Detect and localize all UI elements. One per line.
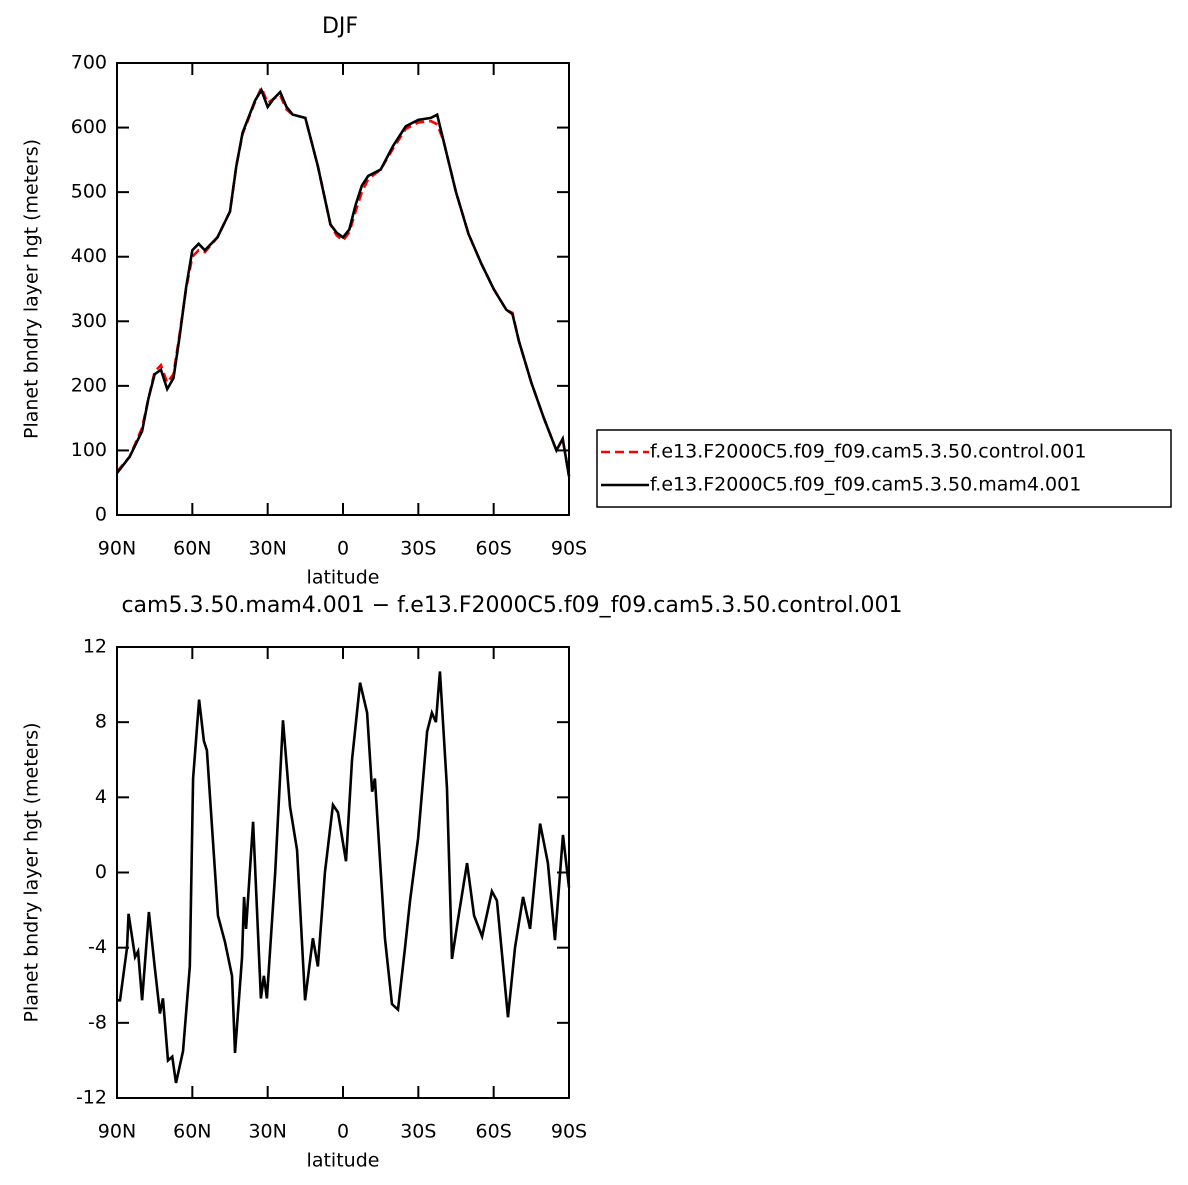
y-axis-label: Planet bndry layer hgt (meters) <box>21 722 43 1022</box>
x-axis-label: latitude <box>307 1150 380 1172</box>
plot-frame <box>116 62 570 516</box>
y-tick-label: 200 <box>71 374 107 396</box>
legend-box <box>596 429 1172 508</box>
data-line <box>115 87 571 477</box>
chart-title: cam5.3.50.mam4.001 − f.e13.F2000C5.f09_f… <box>121 593 902 618</box>
y-tick-label: -4 <box>88 936 107 958</box>
y-tick-label: 500 <box>71 181 107 203</box>
y-tick-label: 400 <box>71 245 107 267</box>
x-tick-label: 30S <box>400 538 436 560</box>
x-tick-label: 60N <box>173 538 211 560</box>
x-tick-label: 30N <box>248 538 286 560</box>
x-tick-label: 60S <box>476 1121 512 1143</box>
x-tick-label: 90N <box>98 1121 136 1143</box>
legend-label: f.e13.F2000C5.f09_f09.cam5.3.50.control.… <box>650 441 1086 463</box>
x-tick-label: 30N <box>248 1121 286 1143</box>
chart-title: DJF <box>322 14 358 39</box>
x-tick-label: 0 <box>337 538 349 560</box>
x-tick-label: 60S <box>476 538 512 560</box>
data-line <box>117 671 571 1084</box>
x-tick-label: 90S <box>551 1121 587 1143</box>
x-tick-label: 90S <box>551 538 587 560</box>
x-tick-label: 0 <box>337 1121 349 1143</box>
data-line <box>116 84 571 477</box>
y-tick-label: -8 <box>88 1011 107 1033</box>
y-axis-label: Planet bndry layer hgt (meters) <box>21 139 43 439</box>
legend-label: f.e13.F2000C5.f09_f09.cam5.3.50.mam4.001 <box>650 474 1081 496</box>
y-tick-label: 300 <box>71 310 107 332</box>
x-tick-label: 90N <box>98 538 136 560</box>
y-tick-label: 0 <box>95 861 107 883</box>
x-tick-label: 30S <box>400 1121 436 1143</box>
x-tick-label: 60N <box>173 1121 211 1143</box>
x-axis-label: latitude <box>307 567 380 589</box>
plot-frame <box>116 646 570 1099</box>
y-tick-label: 8 <box>95 711 107 733</box>
y-tick-label: 0 <box>95 504 107 526</box>
y-tick-label: 4 <box>95 786 107 808</box>
y-tick-label: 12 <box>83 636 107 658</box>
y-tick-label: 700 <box>71 52 107 74</box>
y-tick-label: -12 <box>76 1087 107 1109</box>
y-tick-label: 100 <box>71 439 107 461</box>
y-tick-label: 600 <box>71 116 107 138</box>
